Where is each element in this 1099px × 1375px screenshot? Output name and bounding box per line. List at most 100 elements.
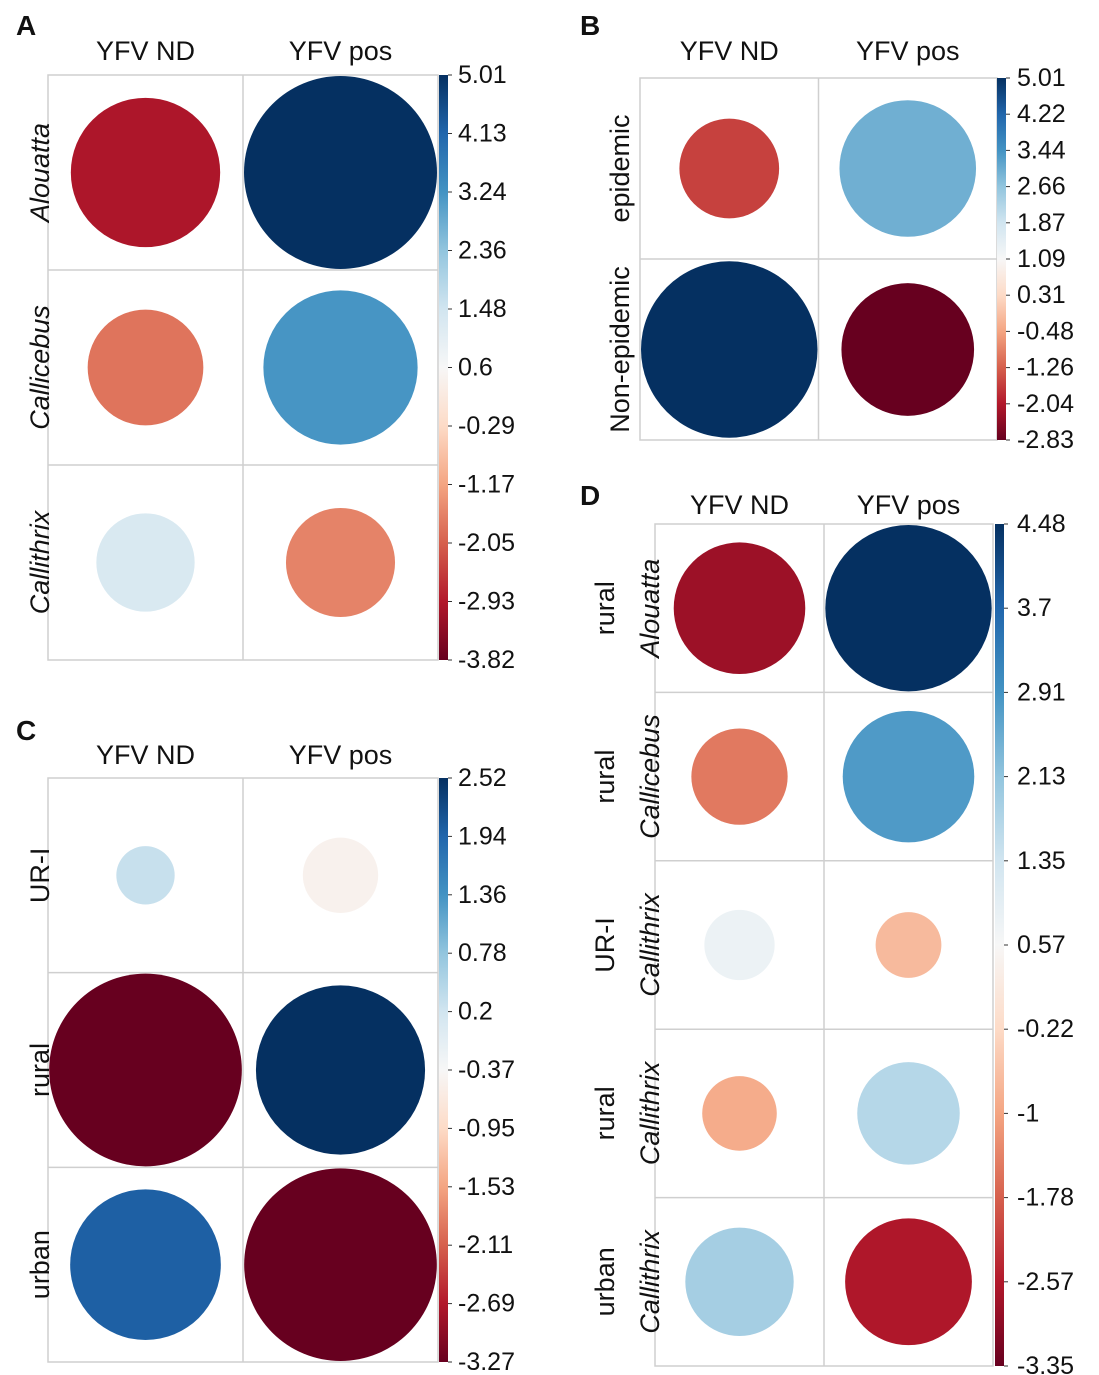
colorbar-tick-label: 3.44 — [1017, 136, 1066, 164]
correlation-circle — [285, 507, 396, 618]
colorbar-tick-label: 1.94 — [458, 822, 507, 850]
colorbar-tick-label: -0.29 — [458, 412, 515, 440]
colorbar-tick-label: 0.31 — [1017, 281, 1066, 309]
row-label: urban — [590, 1247, 620, 1316]
colorbar-tick-label: 3.24 — [458, 178, 507, 206]
colorbar-tick-label: 2.13 — [1017, 763, 1066, 791]
correlation-circle — [49, 973, 242, 1167]
column-label: YFV pos — [289, 36, 393, 66]
panel-b: B YFV ND YFV pos epidemic Non-epidemic 5.01 4.… — [580, 10, 1074, 454]
colorbar-tick-label: 0.6 — [458, 354, 493, 382]
colorbar-tick-label: 4.22 — [1017, 100, 1066, 128]
correlation-circle — [244, 76, 437, 269]
row-label: rural — [590, 1086, 620, 1140]
correlation-circle — [70, 1189, 221, 1341]
row-label: Alouatta — [25, 123, 55, 224]
colorbar-tick-label: 2.52 — [458, 764, 507, 792]
row-label: Non-epidemic — [605, 266, 635, 433]
correlation-circle — [679, 118, 780, 219]
correlation-circle — [825, 525, 992, 692]
colorbar-tick-label: -3.35 — [1017, 1352, 1074, 1375]
colorbar-tick-label: 1.35 — [1017, 847, 1066, 875]
row-label: rural — [590, 581, 620, 635]
correlation-circle — [875, 912, 942, 978]
colorbar-tick-label: 1.09 — [1017, 245, 1066, 273]
row-label: Callicebus — [635, 714, 665, 839]
correlation-circle — [70, 97, 221, 248]
panel-letter: D — [580, 480, 600, 511]
correlation-circle — [87, 309, 204, 426]
colorbar-tick-label: 3.7 — [1017, 594, 1052, 622]
colorbar-tick-label: -0.48 — [1017, 317, 1074, 345]
colorbar-tick-label: -1.78 — [1017, 1184, 1074, 1212]
correlation-circle — [302, 837, 379, 914]
correlation-circle — [845, 1218, 972, 1346]
correlation-circle — [96, 513, 195, 612]
colorbar-tick-label: 1.48 — [458, 295, 507, 323]
colorbar-tick-label: 0.57 — [1017, 931, 1066, 959]
panel-a: A YFV ND YFV pos Alouatta Callicebus Callithr… — [16, 10, 515, 674]
correlation-circle — [116, 846, 175, 905]
row-label: Callithrix — [635, 892, 665, 997]
colorbar-tick-label: 1.87 — [1017, 209, 1066, 237]
colorbar-tick-label: 0.2 — [458, 998, 493, 1026]
colorbar — [997, 78, 1006, 440]
row-label: Callithrix — [635, 1229, 665, 1334]
colorbar-tick-label: -1.17 — [458, 471, 515, 499]
panel-letter: B — [580, 10, 600, 41]
colorbar-tick-label: 2.91 — [1017, 678, 1066, 706]
correlation-circle — [255, 985, 426, 1155]
colorbar-tick-label: -1.53 — [458, 1173, 515, 1201]
correlation-circle — [673, 542, 806, 674]
colorbar-tick-label: -2.11 — [458, 1231, 513, 1259]
row-label: rural — [590, 750, 620, 804]
colorbar-tick-label: -2.83 — [1017, 426, 1074, 454]
colorbar-tick-label: -1 — [1017, 1099, 1039, 1127]
colorbar-tick-label: 4.48 — [1017, 510, 1066, 538]
colorbar — [995, 524, 1004, 1366]
correlation-circle — [842, 710, 975, 843]
colorbar-tick-label: -0.95 — [458, 1114, 515, 1142]
column-label: YFV pos — [856, 36, 960, 66]
colorbar — [439, 75, 448, 660]
colorbar-tick-label: -3.27 — [458, 1348, 515, 1375]
colorbar-tick-label: 5.01 — [1017, 64, 1066, 92]
correlation-circle — [704, 909, 775, 981]
correlation-circle — [841, 283, 975, 416]
column-label: YFV pos — [857, 490, 961, 520]
colorbar-tick-label: -1.26 — [1017, 354, 1074, 382]
colorbar-tick-label: 0.78 — [458, 939, 507, 967]
correlation-circle — [244, 1168, 437, 1361]
colorbar-tick-label: -0.22 — [1017, 1015, 1074, 1043]
colorbar-tick-label: 5.01 — [458, 61, 507, 89]
row-label: Alouatta — [635, 559, 665, 660]
correlation-circle — [857, 1062, 960, 1165]
row-label: Callithrix — [25, 509, 55, 614]
correlation-circle — [641, 261, 818, 438]
colorbar-tick-label: 1.36 — [458, 881, 507, 909]
colorbar-tick-label: -0.37 — [458, 1056, 515, 1084]
row-label: UR-I — [590, 917, 620, 973]
column-label: YFV ND — [680, 36, 779, 66]
colorbar-tick-label: 2.66 — [1017, 173, 1066, 201]
row-label: Callithrix — [635, 1060, 665, 1165]
row-label: epidemic — [605, 114, 635, 222]
correlation-circle — [839, 100, 977, 237]
colorbar-tick-label: -2.04 — [1017, 390, 1074, 418]
panel-letter: C — [16, 715, 36, 746]
colorbar-tick-label: -3.82 — [458, 646, 515, 674]
colorbar-tick-label: -2.69 — [458, 1290, 515, 1318]
row-label: UR-I — [25, 848, 55, 904]
colorbar-tick-label: -2.93 — [458, 588, 515, 616]
correlation-circle — [685, 1227, 794, 1336]
colorbar-tick-label: -2.57 — [1017, 1268, 1074, 1296]
column-label: YFV pos — [289, 740, 393, 770]
panel-letter: A — [16, 10, 36, 41]
correlation-circle — [691, 728, 788, 825]
colorbar-tick-label: 2.36 — [458, 237, 507, 265]
correlation-circle — [702, 1076, 777, 1151]
panel-d: D YFV ND YFV pos rural Alouatta rural Calliceb… — [580, 480, 1074, 1375]
row-label: Callicebus — [25, 305, 55, 430]
